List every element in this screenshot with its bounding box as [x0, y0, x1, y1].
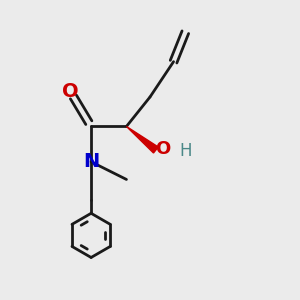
Text: N: N: [83, 152, 99, 171]
Text: H: H: [179, 142, 192, 160]
Polygon shape: [126, 126, 158, 153]
Text: O: O: [156, 140, 171, 158]
Text: O: O: [62, 82, 79, 100]
